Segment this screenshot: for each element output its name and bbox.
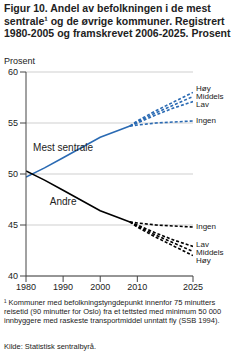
svg-text:2010: 2010 <box>127 282 147 292</box>
svg-text:2025: 2025 <box>183 282 203 292</box>
svg-text:Lav: Lav <box>196 240 209 249</box>
svg-text:Høy: Høy <box>196 256 211 265</box>
svg-text:Andre: Andre <box>50 196 77 207</box>
svg-text:Lav: Lav <box>196 100 209 109</box>
svg-text:Middels: Middels <box>196 248 224 257</box>
svg-text:Ingen: Ingen <box>196 116 216 125</box>
svg-text:55: 55 <box>8 118 18 128</box>
svg-text:Høy: Høy <box>196 83 211 93</box>
svg-text:Middels: Middels <box>196 91 224 101</box>
html-text:Figur 10. Andel av befolkninge: Figur 10. Andel av befolkningen i de mes… <box>4 2 231 39</box>
svg-text:Ingen: Ingen <box>196 222 216 231</box>
svg-text:45: 45 <box>8 220 18 230</box>
svg-text:1990: 1990 <box>53 282 73 292</box>
svg-text:1980: 1980 <box>16 282 36 292</box>
svg-text:40: 40 <box>8 271 18 281</box>
html-text:¹ Kommuner med befolkningstyng: ¹ Kommuner med befolkningstyngdepunkt in… <box>4 298 222 325</box>
html-text:Kilde: Statistisk sentralbyrå.: Kilde: Statistisk sentralbyrå. <box>4 342 97 351</box>
html-text:Prosent: Prosent <box>4 56 35 66</box>
svg-text:60: 60 <box>8 67 18 77</box>
svg-text:2000: 2000 <box>90 282 110 292</box>
svg-text:Mest sentrale: Mest sentrale <box>33 142 93 153</box>
svg-text:50: 50 <box>8 169 18 179</box>
